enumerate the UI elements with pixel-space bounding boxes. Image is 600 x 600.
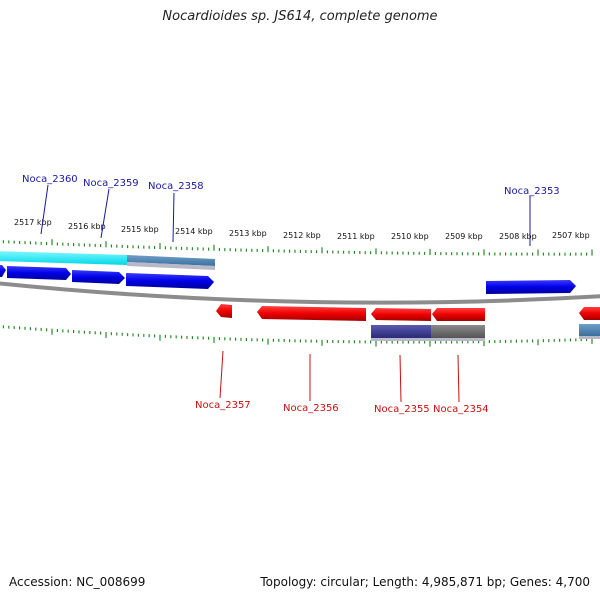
tick-label: 2515 kbp <box>121 225 159 234</box>
feature-bar-gray[interactable] <box>431 325 485 338</box>
forward-gene-labels <box>40 184 531 246</box>
accession-label: Accession: NC_008699 <box>9 575 146 589</box>
feature-bar-steel[interactable] <box>579 324 600 336</box>
gene-arrow-reverse[interactable] <box>432 308 485 321</box>
label-leader-line <box>172 192 175 243</box>
feature-bar-steel[interactable] <box>127 255 215 266</box>
gene-arrow-reverse[interactable] <box>216 304 232 318</box>
gene-label-noca-2353[interactable]: Noca_2353 <box>504 186 560 197</box>
gene-label-noca-2354[interactable]: Noca_2354 <box>433 404 489 415</box>
gene-label-noca-2359[interactable]: Noca_2359 <box>83 178 139 189</box>
feature-bar-navy[interactable] <box>371 325 431 338</box>
gene-arrow-reverse[interactable] <box>371 308 431 321</box>
feature-bar-shadow <box>371 338 485 341</box>
gene-arrow-reverse[interactable] <box>257 306 366 321</box>
reverse-gene-labels <box>219 350 460 403</box>
gene-label-noca-2357[interactable]: Noca_2357 <box>195 400 251 411</box>
feature-bar-cyan[interactable] <box>0 251 127 265</box>
tick-label: 2512 kbp <box>283 231 321 240</box>
feature-bar-shadow <box>127 262 215 270</box>
gene-arrow-forward[interactable] <box>126 273 214 289</box>
tick-label: 2514 kbp <box>175 227 213 236</box>
outer-ticks <box>2 239 593 256</box>
tick-label: 2517 kbp <box>14 218 52 227</box>
label-leader-line <box>399 354 402 403</box>
tick-label: 2508 kbp <box>499 232 537 241</box>
gene-arrow-forward[interactable] <box>0 265 6 277</box>
label-leader-line <box>40 184 49 235</box>
tick-label: 2516 kbp <box>68 222 106 231</box>
gene-label-noca-2356[interactable]: Noca_2356 <box>283 403 339 414</box>
tick-label: 2507 kbp <box>552 231 590 240</box>
label-leader-line <box>219 350 224 399</box>
gene-arrow-forward[interactable] <box>7 266 71 280</box>
gene-label-noca-2358[interactable]: Noca_2358 <box>148 181 204 192</box>
gene-arrow-forward[interactable] <box>72 270 125 284</box>
scale-labels: 2517 kbp 2516 kbp 2515 kbp 2514 kbp 2513… <box>14 218 590 241</box>
gene-arrow-reverse[interactable] <box>579 307 600 320</box>
label-leader-line <box>100 188 110 239</box>
genome-backbone <box>0 281 600 305</box>
feature-bar-shadow <box>579 336 600 339</box>
tick-label: 2511 kbp <box>337 232 375 241</box>
inner-ticks <box>2 325 593 347</box>
map-title: Nocardioides sp. JS614, complete genome <box>162 9 438 24</box>
tick-label: 2509 kbp <box>445 232 483 241</box>
gene-label-noca-2355[interactable]: Noca_2355 <box>374 404 430 415</box>
label-leader-line <box>457 354 460 403</box>
gene-label-noca-2360[interactable]: Noca_2360 <box>22 174 78 185</box>
topology-summary: Topology: circular; Length: 4,985,871 bp… <box>260 575 590 589</box>
gene-arrow-forward[interactable] <box>486 280 576 294</box>
tick-label: 2510 kbp <box>391 232 429 241</box>
tick-label: 2513 kbp <box>229 229 267 238</box>
